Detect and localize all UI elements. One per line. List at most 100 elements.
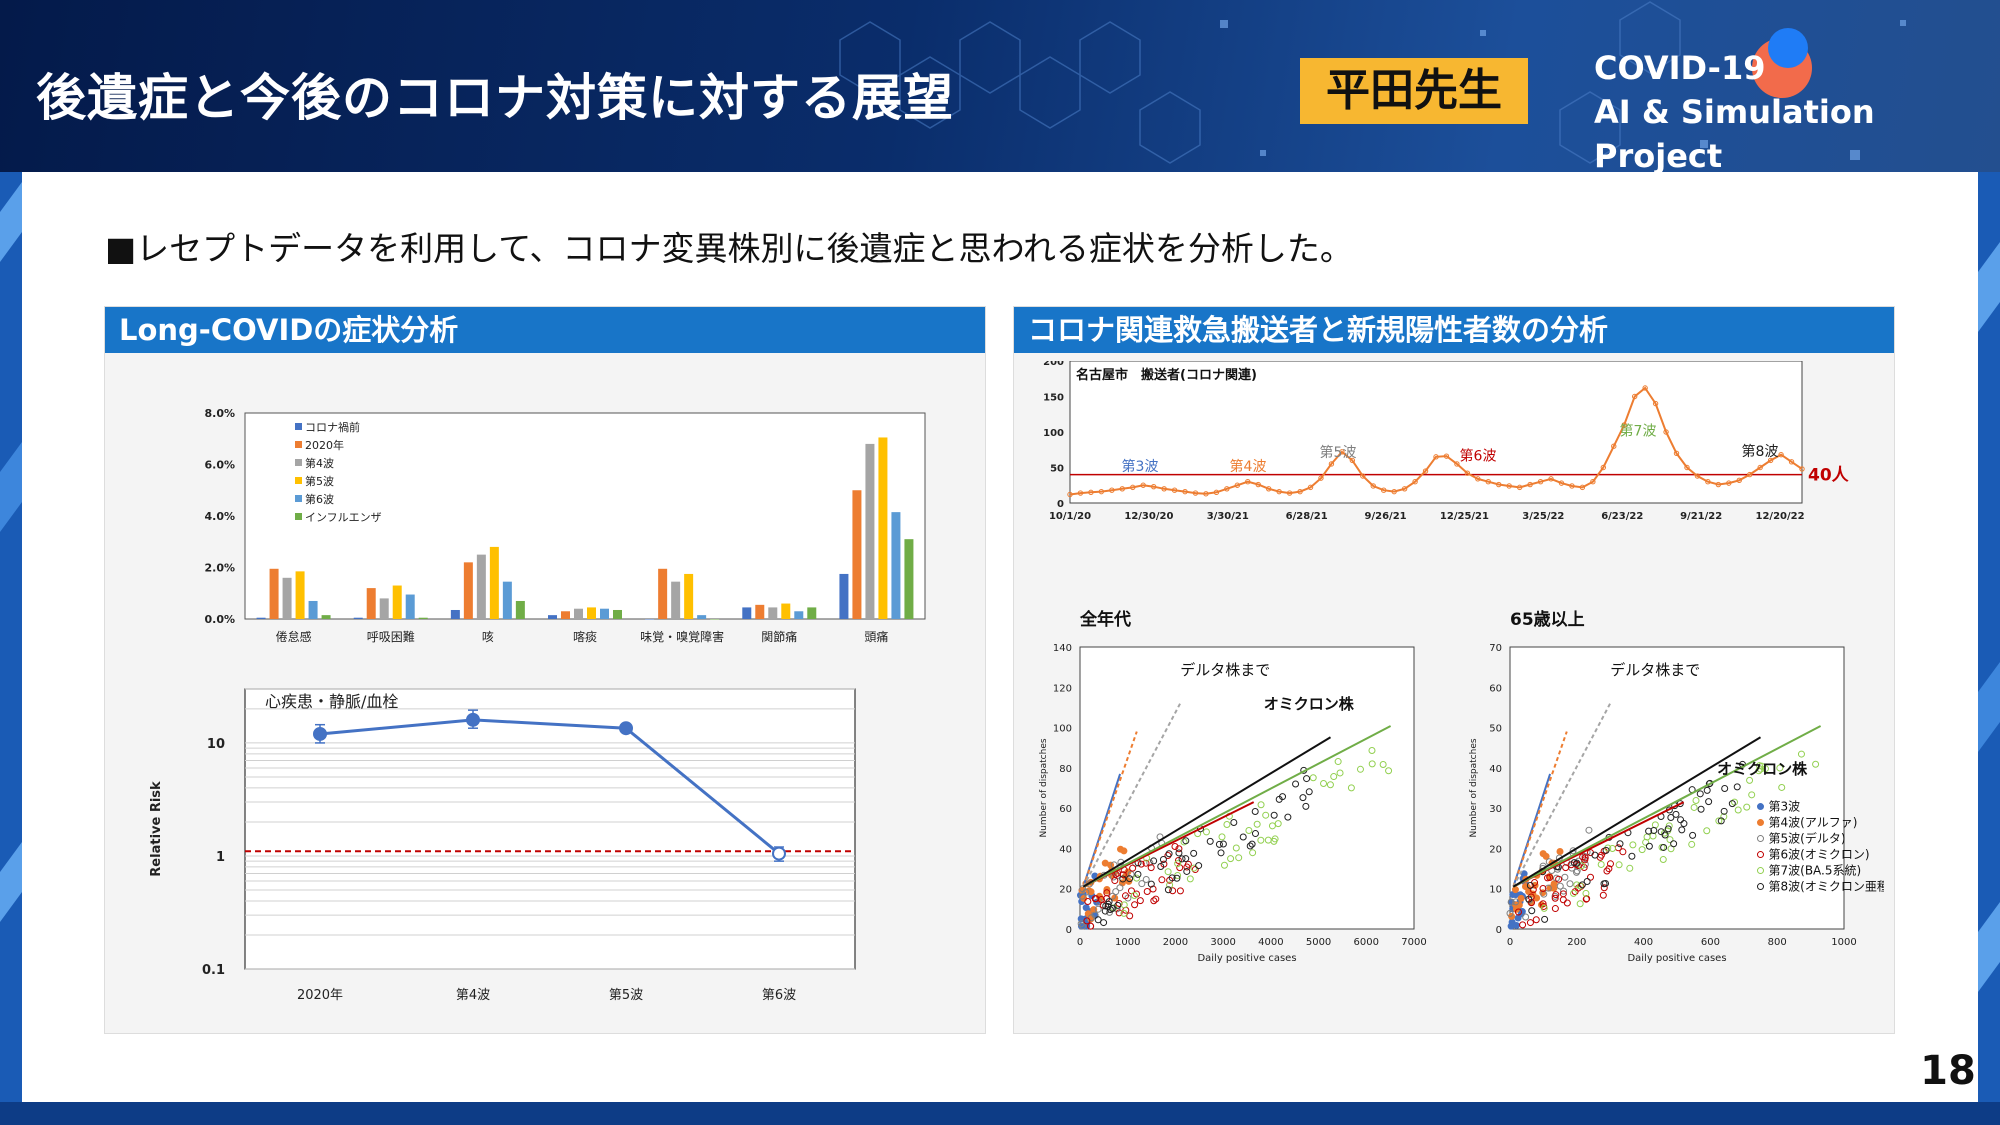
- scatter-point: [1126, 875, 1134, 883]
- scatter-point: [1657, 828, 1665, 836]
- ts-plot-area: [1069, 361, 1803, 504]
- ts-point: [1307, 484, 1314, 491]
- legend-label: インフルエンザ: [305, 511, 382, 524]
- bottom-bar: [0, 1102, 2000, 1125]
- ts-wave-annotation: 第3波: [1122, 458, 1159, 475]
- scatter-point: [1672, 810, 1680, 818]
- rr-point: [466, 712, 480, 727]
- scatter-point: [1268, 822, 1276, 830]
- scatter-point: [1274, 820, 1282, 828]
- dispatch-timeseries-chart: 0 50 100 150 200 10/1/20 12/30/20 3/30/21 6/28/2…: [1043, 361, 1850, 522]
- scatter-point: [1569, 889, 1577, 897]
- scatter-point: [1127, 870, 1135, 878]
- scatter-point: [1551, 894, 1559, 902]
- scatter-point: [1150, 857, 1158, 865]
- scatter-point: [1583, 877, 1591, 885]
- scatter-point: [1146, 859, 1154, 867]
- left-stripe-deco: [0, 172, 22, 1125]
- scatter-point: [1262, 811, 1270, 819]
- scatter-ytick-label: 30: [1489, 804, 1502, 815]
- ts-point: [1130, 484, 1136, 491]
- legend-label: 第6波: [305, 492, 334, 506]
- scatter-xtick-label: 3000: [1210, 937, 1235, 948]
- scatter-point: [1539, 900, 1547, 908]
- scatter-point: [1078, 892, 1086, 900]
- scatter-point: [1606, 860, 1614, 868]
- scatter-point: [1173, 874, 1181, 882]
- ts-point: [1161, 486, 1167, 492]
- rr-ytick-label: 0.1: [202, 963, 225, 978]
- scatter-point: [1176, 887, 1184, 895]
- scatter-ylabel: Number of dispatches: [1469, 738, 1479, 837]
- scatter-xtick-label: 2000: [1163, 937, 1188, 948]
- scatter-point: [1626, 864, 1634, 872]
- scatter-point: [1138, 880, 1146, 888]
- scatter-point: [1602, 846, 1610, 854]
- scatter-point: [1239, 833, 1247, 841]
- logo-dot-blue: [1768, 28, 1808, 68]
- scatter-point: [1165, 850, 1173, 858]
- scatter-point: [1100, 919, 1108, 927]
- ts-point: [1109, 487, 1115, 493]
- scatter-point: [1628, 852, 1636, 860]
- scatter-point: [1227, 855, 1235, 863]
- scatter-point: [1130, 891, 1138, 899]
- ts-point: [1401, 486, 1408, 492]
- ts-point: [1328, 461, 1335, 467]
- ts-point: [1516, 484, 1523, 491]
- scatter-point: [1619, 848, 1627, 856]
- ts-xtick-label: 6/28/21: [1286, 511, 1328, 522]
- legend-swatch: [295, 513, 302, 520]
- left-panel: Long-COVIDの症状分析 0.0% 2.0% 4.0% 6.0% 8.0% 倦怠感 呼…: [104, 306, 986, 1034]
- scatter-point: [1569, 847, 1577, 855]
- scatter-point: [1605, 865, 1613, 873]
- bar: [613, 609, 622, 619]
- ts-xtick-label: 12/20/22: [1756, 511, 1805, 522]
- ts-point: [1485, 479, 1491, 485]
- scatter-65plus: 65歳以上 0 10 20 30 40 50 60 70 0 200 400 600 800 1000 Dai…: [1469, 609, 1884, 964]
- ts-point: [1454, 461, 1460, 467]
- bar: [600, 608, 609, 619]
- scatter-xtick-label: 200: [1567, 937, 1586, 948]
- scatter-point: [1692, 796, 1700, 804]
- bar: [742, 607, 752, 619]
- scatter-point: [1599, 891, 1607, 899]
- ts-point: [1349, 457, 1356, 464]
- scatter-point: [1150, 897, 1158, 905]
- scatter-point: [1136, 897, 1144, 905]
- scatter-xtick-label: 400: [1634, 937, 1653, 948]
- bar: [269, 568, 279, 619]
- scatter-point: [1183, 867, 1191, 875]
- scatter-point: [1602, 879, 1610, 887]
- scatter-point: [1303, 775, 1311, 783]
- scatter-point: [1330, 773, 1338, 781]
- scatter-point: [1581, 860, 1589, 868]
- bar-ytick-label: 6.0%: [204, 459, 235, 472]
- bar: [794, 611, 804, 619]
- scatter-point: [1526, 881, 1534, 889]
- scatter-point: [1688, 840, 1696, 848]
- scatter-point: [1659, 856, 1667, 864]
- scatter-point: [1585, 826, 1593, 834]
- scatter-point: [1379, 761, 1387, 769]
- scatter-point: [1645, 842, 1653, 850]
- scatter-point: [1570, 859, 1578, 867]
- scatter-point: [1220, 861, 1228, 869]
- scatter-point: [1174, 856, 1182, 864]
- bar: [891, 512, 901, 619]
- scatter-point: [1083, 917, 1091, 925]
- legend-label: 第4波: [305, 456, 334, 470]
- ts-point: [1527, 481, 1533, 488]
- scatter-ytick-label: 40: [1059, 844, 1072, 855]
- scatter-point: [1299, 794, 1307, 802]
- bar: [587, 607, 596, 619]
- scatter-xtick-label: 800: [1768, 937, 1787, 948]
- scatter-xtick-label: 0: [1507, 937, 1513, 948]
- bar: [392, 585, 402, 619]
- scatter-point: [1171, 842, 1179, 850]
- scatter-point: [1334, 758, 1342, 766]
- scatter-point: [1347, 784, 1355, 792]
- scatter-point: [1638, 846, 1646, 854]
- ts-wave-annotation: 第6波: [1460, 447, 1497, 464]
- scatter-point: [1650, 827, 1658, 835]
